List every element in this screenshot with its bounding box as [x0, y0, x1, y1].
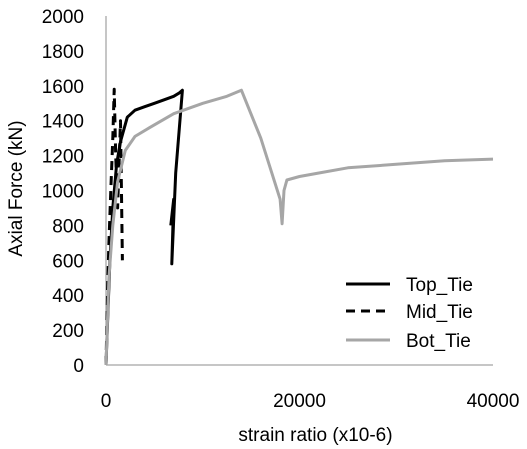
x-tick-label: 40000 — [467, 391, 520, 412]
y-tick-label: 400 — [52, 286, 84, 307]
y-tick-label: 600 — [52, 251, 84, 272]
y-tick-label: 1400 — [42, 112, 84, 133]
x-tick-labels: 0 20000 40000 — [101, 391, 520, 412]
y-tick-label: 1600 — [42, 77, 84, 98]
y-tick-label: 1200 — [42, 147, 84, 168]
x-axis-title: strain ratio (x10-6) — [238, 425, 392, 446]
y-tick-label: 800 — [52, 216, 84, 237]
legend-label-top-tie: Top_Tie — [406, 275, 473, 296]
y-tick-label: 0 — [73, 356, 84, 377]
legend-label-bot-tie: Bot_Tie — [406, 331, 471, 352]
legend-label-mid-tie: Mid_Tie — [406, 302, 473, 323]
series-lines — [104, 87, 494, 366]
y-tick-label: 2000 — [42, 7, 84, 28]
y-tick-label: 1800 — [42, 42, 84, 63]
y-tick-label: 200 — [52, 321, 84, 342]
x-tick-label: 0 — [101, 391, 112, 412]
series-line-bot-tie — [104, 88, 494, 366]
y-axis-title: Axial Force (kN) — [6, 120, 27, 256]
legend: Top_Tie Mid_Tie Bot_Tie — [346, 275, 473, 352]
y-tick-labels: 0 200 400 600 800 1000 1200 1400 1600 1800 2000 — [42, 7, 84, 377]
x-tick-label: 20000 — [273, 391, 326, 412]
y-tick-label: 1000 — [42, 182, 84, 203]
